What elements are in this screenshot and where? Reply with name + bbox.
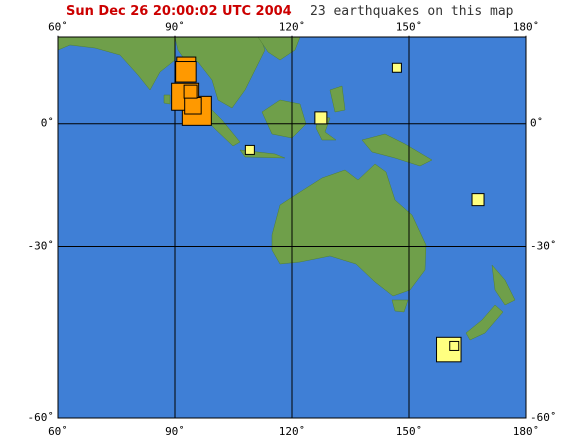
lat-label-left: -60˚ [28, 411, 55, 424]
lat-label-right: 0˚ [530, 117, 543, 130]
lon-label-top: 120˚ [279, 21, 306, 34]
lat-label-right: -60˚ [530, 411, 557, 424]
lat-label-right: -30˚ [530, 239, 557, 252]
lon-label-top: 90˚ [165, 21, 185, 34]
lon-label-top: 180˚ [513, 21, 540, 34]
lat-label-left: 0˚ [41, 117, 54, 130]
lon-label-bottom: 150˚ [396, 425, 423, 438]
earthquake [449, 340, 460, 351]
earthquake [183, 84, 198, 99]
earthquake [175, 61, 197, 83]
lat-label-left: -30˚ [28, 239, 55, 252]
earthquake [391, 62, 402, 73]
lon-label-bottom: 60˚ [48, 425, 68, 438]
earthquake [471, 193, 485, 207]
earthquake [314, 111, 328, 125]
lon-label-top: 150˚ [396, 21, 423, 34]
lon-label-bottom: 90˚ [165, 425, 185, 438]
earthquake [244, 144, 255, 155]
earthquake [184, 97, 202, 115]
lon-label-bottom: 180˚ [513, 425, 540, 438]
lon-label-bottom: 120˚ [279, 425, 306, 438]
quake-count: 23 earthquakes on this map [310, 4, 514, 19]
map-title: Sun Dec 26 20:00:02 UTC 2004 [66, 4, 292, 19]
land [57, 36, 516, 341]
lon-label-top: 60˚ [48, 21, 68, 34]
